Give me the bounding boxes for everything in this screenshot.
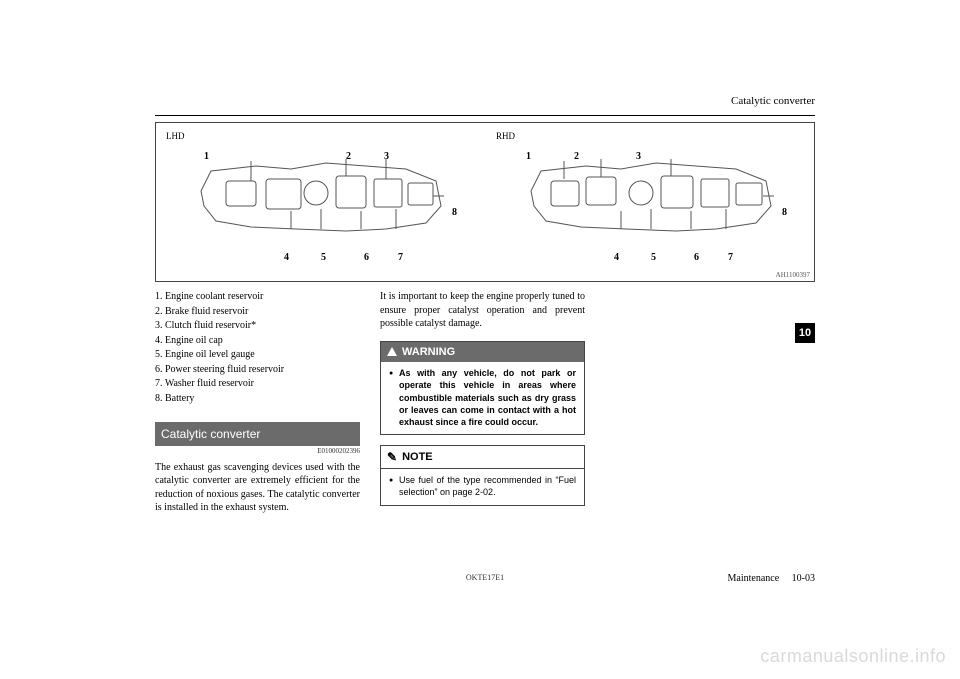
engine-bay-diagram: LHD bbox=[155, 122, 815, 282]
legend-item: 7. Washer fluid reservoir bbox=[155, 377, 360, 392]
parts-legend: 1. Engine coolant reservoir 2. Brake flu… bbox=[155, 290, 360, 406]
callout-7: 7 bbox=[398, 252, 403, 263]
body-paragraph: The exhaust gas scavenging devices used … bbox=[155, 461, 360, 515]
callout-2: 2 bbox=[574, 151, 579, 162]
watermark: carmanualsonline.info bbox=[760, 646, 946, 667]
engine-outline-rhd bbox=[526, 151, 776, 241]
text-columns: 1. Engine coolant reservoir 2. Brake flu… bbox=[155, 290, 815, 515]
footer-page-ref: Maintenance 10-03 bbox=[728, 573, 815, 584]
diagram-lhd: LHD bbox=[166, 129, 476, 274]
note-box: ✎ NOTE Use fuel of the type recommended … bbox=[380, 445, 585, 505]
column-2: It is important to keep the engine prope… bbox=[380, 290, 585, 515]
running-header: Catalytic converter bbox=[155, 95, 815, 107]
column-1: 1. Engine coolant reservoir 2. Brake flu… bbox=[155, 290, 360, 515]
note-text: Use fuel of the type recommended in “Fue… bbox=[389, 474, 576, 498]
legend-item: 1. Engine coolant reservoir bbox=[155, 290, 360, 305]
chapter-tab: 10 bbox=[795, 323, 815, 343]
diagram-code: AH1100397 bbox=[776, 271, 810, 279]
note-body: Use fuel of the type recommended in “Fue… bbox=[381, 469, 584, 504]
column-3 bbox=[605, 290, 810, 515]
section-refcode: E01000202396 bbox=[155, 447, 360, 456]
callout-6: 6 bbox=[364, 252, 369, 263]
legend-item: 4. Engine oil cap bbox=[155, 334, 360, 349]
callout-3: 3 bbox=[384, 151, 389, 162]
callout-5: 5 bbox=[321, 252, 326, 263]
callout-4: 4 bbox=[284, 252, 289, 263]
diagram-rhd: RHD bbox=[496, 129, 806, 274]
callout-2: 2 bbox=[346, 151, 351, 162]
manual-page: Catalytic converter LHD bbox=[155, 95, 815, 515]
note-header: ✎ NOTE bbox=[381, 446, 584, 469]
callout-5: 5 bbox=[651, 252, 656, 263]
callout-6: 6 bbox=[694, 252, 699, 263]
warning-box: WARNING As with any vehicle, do not park… bbox=[380, 341, 585, 436]
rhd-label: RHD bbox=[496, 131, 515, 141]
legend-item: 3. Clutch fluid reservoir* bbox=[155, 319, 360, 334]
callout-8: 8 bbox=[452, 207, 457, 218]
engine-outline-lhd bbox=[196, 151, 446, 241]
warning-text: As with any vehicle, do not park or oper… bbox=[389, 367, 576, 428]
legend-item: 6. Power steering fluid reservoir bbox=[155, 363, 360, 378]
callout-3: 3 bbox=[636, 151, 641, 162]
footer-page-number: 10-03 bbox=[792, 573, 815, 584]
header-rule bbox=[155, 115, 815, 116]
pencil-icon: ✎ bbox=[387, 449, 397, 465]
section-heading: Catalytic converter bbox=[155, 422, 360, 446]
footer-doc-code: OKTE17E1 bbox=[466, 573, 504, 582]
warning-header: WARNING bbox=[381, 342, 584, 363]
callout-1: 1 bbox=[526, 151, 531, 162]
warning-body: As with any vehicle, do not park or oper… bbox=[381, 362, 584, 434]
callout-7: 7 bbox=[728, 252, 733, 263]
legend-item: 8. Battery bbox=[155, 392, 360, 407]
legend-item: 5. Engine oil level gauge bbox=[155, 348, 360, 363]
warning-label: WARNING bbox=[402, 345, 455, 360]
note-label: NOTE bbox=[402, 450, 433, 465]
body-paragraph: It is important to keep the engine prope… bbox=[380, 290, 585, 331]
warning-triangle-icon bbox=[387, 347, 397, 356]
callout-4: 4 bbox=[614, 252, 619, 263]
callout-8: 8 bbox=[782, 207, 787, 218]
legend-item: 2. Brake fluid reservoir bbox=[155, 305, 360, 320]
footer-section: Maintenance bbox=[728, 573, 780, 584]
callout-1: 1 bbox=[204, 151, 209, 162]
lhd-label: LHD bbox=[166, 131, 185, 141]
